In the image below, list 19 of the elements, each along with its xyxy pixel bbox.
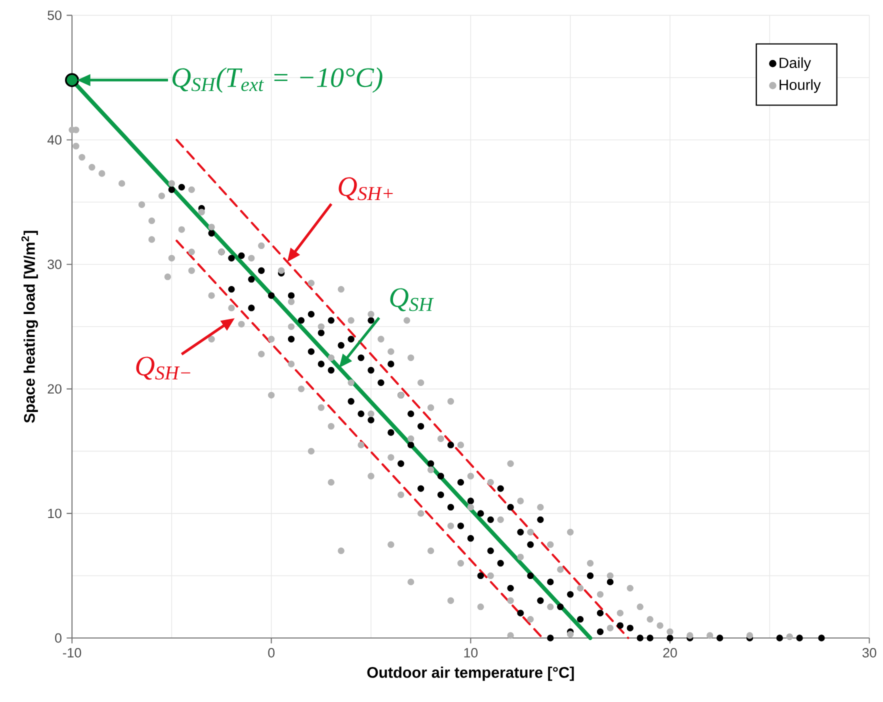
y-tick-label: 0 <box>55 633 62 643</box>
y-tick-label: 50 <box>48 10 62 20</box>
annotation: Q$_{SH}$(T$_{ext}$ = −10°C) <box>172 67 382 93</box>
legend-label: Daily <box>780 57 812 71</box>
annotation: Q$_{SH+}$ <box>338 177 393 200</box>
y-tick-label: 40 <box>47 135 62 145</box>
x-tick-label: -10 <box>62 648 82 658</box>
y-tick-label: 30 <box>48 260 62 270</box>
y-axis-title: Space heating load [W/m$^{2}$] <box>21 230 38 423</box>
x-tick-label: 20 <box>663 648 677 658</box>
x-tick-label: 10 <box>464 648 478 658</box>
x-axis-title: Outdoor air temperature [°C] <box>367 666 574 681</box>
y-tick-label: 20 <box>48 384 62 394</box>
y-tick-label: 10 <box>48 508 62 518</box>
x-tick-label: 0 <box>268 648 275 658</box>
legend-label: Hourly <box>780 79 821 93</box>
annotation: Q$_{SH}$ <box>390 288 434 312</box>
x-tick-label: 30 <box>862 648 876 658</box>
annotation: Q$_{SH−}$ <box>136 356 190 380</box>
